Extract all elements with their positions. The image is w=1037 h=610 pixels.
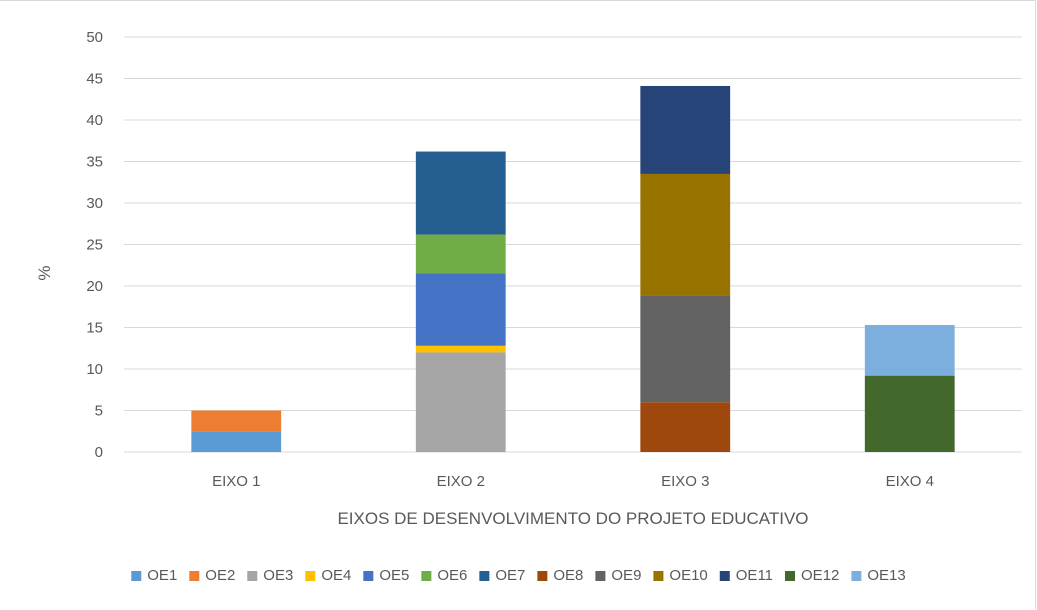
legend-swatch <box>537 571 548 581</box>
bar-segment <box>640 173 731 296</box>
y-tick-label: 30 <box>86 195 103 212</box>
x-axis-title: EIXOS DE DESENVOLVIMENTO DO PROJETO EDUC… <box>337 509 808 528</box>
bar-segment <box>415 345 506 353</box>
y-tick-label: 50 <box>86 29 103 46</box>
legend-label: OE9 <box>611 567 641 584</box>
legend-swatch <box>851 571 862 581</box>
legend-label: OE6 <box>437 567 467 584</box>
legend-swatch <box>719 571 730 581</box>
y-tick-label: 40 <box>86 112 103 129</box>
legend-label: OE2 <box>205 567 235 584</box>
y-tick-label: 5 <box>95 403 103 420</box>
legend-item: OE10 <box>653 567 708 584</box>
legend-label: OE5 <box>379 567 409 584</box>
bar-segment <box>415 352 506 452</box>
bar-segment <box>864 325 955 376</box>
x-tick-label: EIXO 2 <box>437 473 485 490</box>
y-tick-label: 45 <box>86 71 103 88</box>
legend-item: OE13 <box>851 567 906 584</box>
y-tick-labels: 0 5 10 15 20 25 30 35 40 45 50 <box>86 29 103 461</box>
bar-segment <box>640 85 731 174</box>
legend-swatch <box>247 571 258 581</box>
y-tick-label: 0 <box>95 444 103 461</box>
bar-segment <box>415 273 506 346</box>
bar-segment <box>191 410 282 432</box>
legend-item: OE11 <box>719 567 773 584</box>
legend-swatch <box>595 571 606 581</box>
legend-swatch <box>421 571 432 581</box>
legend-label: OE7 <box>495 567 525 584</box>
bar-segment <box>640 295 731 403</box>
y-tick-label: 15 <box>86 320 103 337</box>
legend-label: OE10 <box>669 567 707 584</box>
legend-swatch <box>305 571 316 581</box>
legend-swatch <box>479 571 490 581</box>
x-tick-label: EIXO 1 <box>212 473 260 490</box>
x-tick-label: EIXO 4 <box>886 473 934 490</box>
bar-segment <box>864 375 955 452</box>
y-tick-label: 20 <box>86 278 103 295</box>
bar-segment <box>640 402 731 452</box>
legend-label: OE4 <box>321 567 351 584</box>
legend-swatch <box>785 571 796 581</box>
legend-label: OE13 <box>867 567 905 584</box>
x-tick-labels: EIXO 1 EIXO 2 EIXO 3 EIXO 4 <box>212 473 934 490</box>
bar-segment <box>415 234 506 274</box>
legend-item: OE5 <box>363 567 409 584</box>
legend-item: OE2 <box>189 567 235 584</box>
legend-label: OE12 <box>801 567 839 584</box>
legend-item: OE7 <box>479 567 525 584</box>
legend-item: OE1 <box>131 567 177 584</box>
bars <box>191 85 955 452</box>
legend-label: OE11 <box>736 567 773 584</box>
legend-item: OE6 <box>421 567 467 584</box>
bar-segment <box>191 431 282 452</box>
legend-item: OE3 <box>247 567 293 584</box>
y-tick-label: 35 <box>86 154 103 171</box>
y-tick-label: 25 <box>86 237 103 254</box>
legend-swatch <box>131 571 142 581</box>
legend-item: OE8 <box>537 567 583 584</box>
y-axis-title: % <box>35 265 54 280</box>
legend-swatch <box>363 571 374 581</box>
legend-item: OE4 <box>305 567 351 584</box>
legend-item: OE12 <box>785 567 839 584</box>
legend-swatch <box>189 571 200 581</box>
y-tick-label: 10 <box>86 361 103 378</box>
legend-label: OE8 <box>553 567 583 584</box>
x-tick-label: EIXO 3 <box>661 473 709 490</box>
legend-swatch <box>653 571 664 581</box>
bar-segment <box>415 151 506 235</box>
legend-label: OE3 <box>263 567 293 584</box>
legend-item: OE9 <box>595 567 641 584</box>
legend-label: OE1 <box>147 567 177 584</box>
legend: OE1 OE2 OE3 OE4 OE5 OE6 OE7 OE8 OE9 OE10 OE11 OE12 O… <box>131 567 906 584</box>
